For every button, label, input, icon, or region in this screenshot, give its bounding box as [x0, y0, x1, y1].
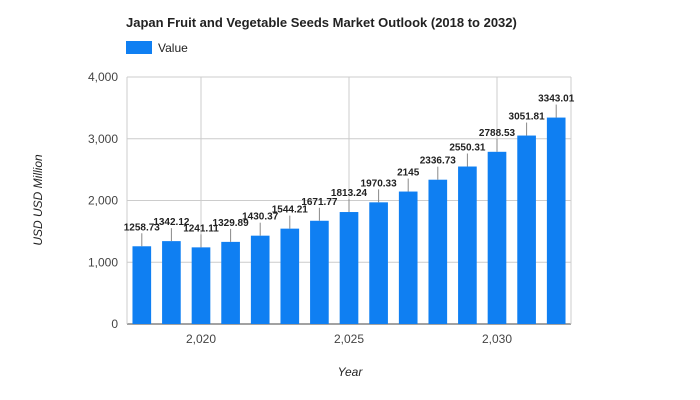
y-axis: 0 1,000 2,000 3,000 4,000	[88, 70, 118, 331]
bars	[132, 117, 566, 325]
bar[interactable]	[546, 117, 566, 325]
data-label: 2550.31	[449, 143, 486, 154]
y-axis-title: USD USD Million	[31, 154, 45, 246]
data-label: 1430.37	[242, 212, 279, 223]
data-label: 1342.12	[153, 217, 190, 228]
bar[interactable]	[280, 228, 300, 324]
bar[interactable]	[250, 235, 270, 324]
bar[interactable]	[428, 179, 448, 324]
bar[interactable]	[191, 247, 211, 324]
x-tick-label: 2,020	[186, 332, 216, 346]
legend: Value	[126, 41, 188, 55]
bar[interactable]	[369, 202, 388, 324]
data-label: 2145	[397, 168, 420, 179]
y-tick-label: 2,000	[88, 194, 118, 208]
y-tick-label: 3,000	[88, 132, 118, 146]
data-labels: 1258.731342.121241.111329.891430.371544.…	[124, 94, 575, 248]
y-tick-label: 0	[111, 317, 118, 331]
data-label: 2788.53	[479, 128, 516, 139]
bar[interactable]	[339, 212, 359, 324]
x-axis: 2,020 2,025 2,030	[186, 332, 512, 346]
bar[interactable]	[517, 135, 536, 324]
x-tick-label: 2,030	[482, 332, 512, 346]
x-axis-title: Year	[338, 365, 364, 379]
legend-swatch	[126, 41, 152, 54]
data-label: 1241.11	[183, 223, 219, 234]
data-label: 1258.73	[124, 222, 161, 233]
bar[interactable]	[310, 220, 329, 324]
bar[interactable]	[398, 191, 418, 324]
bar[interactable]	[221, 241, 240, 324]
bar[interactable]	[487, 151, 507, 324]
y-tick-label: 4,000	[88, 70, 118, 84]
chart-title: Japan Fruit and Vegetable Seeds Market O…	[126, 15, 517, 30]
bar[interactable]	[132, 246, 152, 324]
data-label: 1544.21	[272, 205, 309, 216]
y-tick-label: 1,000	[88, 255, 118, 269]
data-label: 2336.73	[420, 156, 457, 167]
legend-label: Value	[158, 41, 188, 55]
data-label: 1329.89	[213, 218, 250, 229]
data-label: 1813.24	[331, 188, 368, 199]
x-tick-label: 2,025	[334, 332, 364, 346]
bar[interactable]	[458, 166, 477, 324]
data-label: 3343.01	[538, 94, 575, 105]
bar[interactable]	[162, 241, 181, 324]
data-label: 1671.77	[301, 197, 338, 208]
data-label: 3051.81	[509, 112, 546, 123]
data-label: 1970.33	[361, 178, 398, 189]
